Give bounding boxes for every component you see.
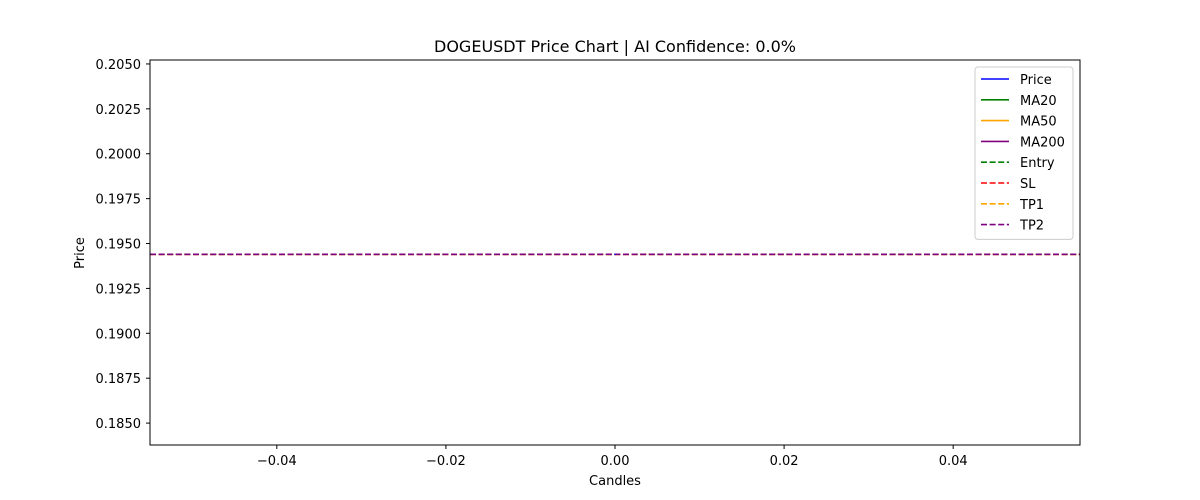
x-tick-label: 0.04: [939, 454, 968, 469]
series-point-price: [614, 253, 616, 256]
x-tick-label: 0.00: [601, 454, 630, 469]
x-tick-label: 0.02: [770, 454, 799, 469]
legend-label-tp2: TP2: [1019, 219, 1044, 234]
legend-label-sl: SL: [1020, 177, 1036, 192]
y-tick-label: 0.1925: [96, 282, 142, 297]
y-tick-label: 0.2000: [96, 148, 142, 163]
y-axis: 0.1850 0.1875 0.1900 0.1925 0.1950 0.1975 0.20…: [96, 58, 150, 432]
y-tick-label: 0.1875: [96, 372, 142, 387]
x-axis: −0.04 −0.02 0.00 0.02 0.04: [257, 445, 968, 469]
legend-label-ma50: MA50: [1020, 115, 1057, 130]
y-tick-label: 0.2025: [96, 103, 142, 118]
legend: Price MA20 MA50 MA200 Entry SL TP1 TP2: [974, 66, 1074, 240]
legend-label-ma200: MA200: [1020, 135, 1065, 150]
y-tick-label: 0.1975: [96, 193, 142, 208]
x-axis-label: Candles: [589, 474, 641, 489]
legend-box: [974, 66, 1074, 240]
legend-label-entry: Entry: [1020, 156, 1055, 171]
plot-layer: [150, 253, 1080, 256]
y-tick-label: 0.1950: [96, 238, 142, 253]
x-tick-label: −0.02: [426, 454, 466, 469]
legend-label-ma20: MA20: [1020, 94, 1057, 109]
y-tick-label: 0.1900: [96, 327, 142, 342]
y-axis-label: Price: [73, 237, 88, 269]
legend-label-price: Price: [1020, 73, 1052, 88]
x-tick-label: −0.04: [257, 454, 297, 469]
y-tick-label: 0.1850: [96, 417, 142, 432]
plot-area-frame: [149, 59, 1081, 446]
legend-label-tp1: TP1: [1019, 198, 1044, 213]
chart-title: DOGEUSDT Price Chart | AI Confidence: 0.…: [434, 37, 796, 56]
y-tick-label: 0.2050: [96, 58, 142, 73]
